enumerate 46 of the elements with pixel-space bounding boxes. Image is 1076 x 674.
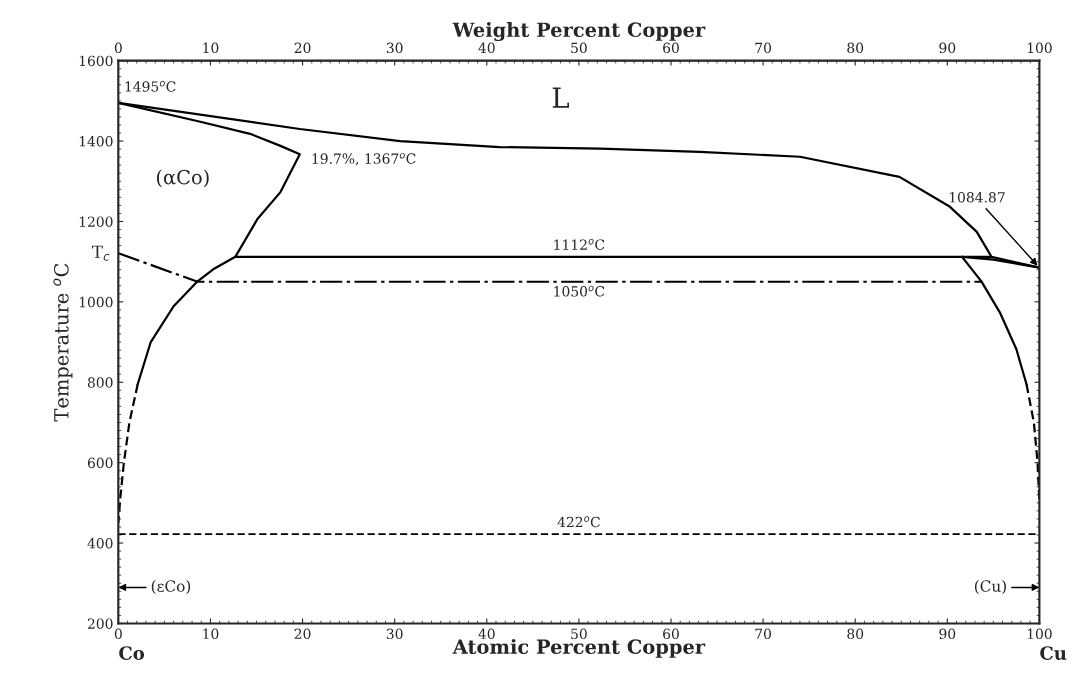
x2-tick-label: 50 <box>571 42 587 54</box>
annotation: 1112$^{o}$C <box>554 238 605 250</box>
annotation: L <box>552 87 570 108</box>
annotation: 1495$^{o}$C <box>125 80 176 92</box>
y-tick-label: 1000 <box>79 296 113 308</box>
y-tick-label: 600 <box>87 457 113 469</box>
text: Co <box>119 646 145 660</box>
ref-line-label: 422$^{o}$C <box>557 516 600 528</box>
x2-tick-label: 60 <box>663 42 679 54</box>
x-tick-label: 10 <box>203 628 219 640</box>
annotation: (Cu) <box>974 580 1006 595</box>
x-tick-label: 90 <box>939 628 956 640</box>
annotation: 19.7%, 1367$^{o}$C <box>312 152 416 166</box>
x2-tick-label: 0 <box>114 42 122 54</box>
x-tick-label: 30 <box>386 628 403 640</box>
x2-tick-label: 100 <box>1027 42 1052 54</box>
x-tick-label: 80 <box>847 628 864 640</box>
y-tick-label: 400 <box>87 538 113 549</box>
x2-tick-label: 70 <box>755 42 772 54</box>
x-tick-label: 70 <box>755 628 772 640</box>
y-tick-label: 1600 <box>79 55 113 67</box>
x-tick-label: 100 <box>1027 628 1052 640</box>
x2-tick-label: 80 <box>847 42 864 54</box>
x2-tick-label: 30 <box>386 42 403 54</box>
x2-tick-label: 20 <box>294 42 311 54</box>
x-axis-title: Atomic Percent Copper <box>452 638 706 658</box>
text: Cu <box>1040 646 1067 660</box>
annotation: 1050$^{o}$C <box>554 285 605 297</box>
x-tick-label: 50 <box>571 628 587 640</box>
annotation: 1084.87 <box>949 192 1005 203</box>
x-tick-label: 20 <box>294 628 311 640</box>
x2-tick-label: 40 <box>478 42 495 54</box>
x-tick-label: 60 <box>663 628 679 640</box>
annotation: (αCo) <box>156 169 209 188</box>
x2-tick-label: 90 <box>939 42 956 54</box>
annotation: (εCo) <box>151 580 191 595</box>
x-tick-label: 0 <box>114 628 122 640</box>
y-tick-label: 1200 <box>79 216 113 227</box>
x-tick-label: 40 <box>478 628 495 640</box>
y-tick-label: 200 <box>87 618 113 629</box>
y-axis-title: Temperature $^{o}$C <box>53 263 73 422</box>
y-tick-label: 1400 <box>79 136 113 147</box>
x2-tick-label: 10 <box>203 42 219 54</box>
annotation: T$_{c}$ <box>92 245 110 261</box>
y-tick-label: 800 <box>87 377 113 388</box>
x2-axis-title: Weight Percent Copper <box>452 22 706 42</box>
